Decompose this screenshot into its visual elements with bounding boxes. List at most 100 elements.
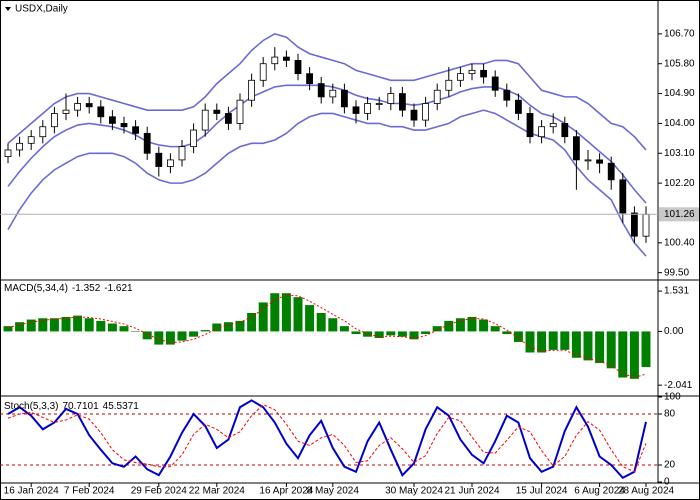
- histogram-bar: [223, 322, 233, 332]
- histogram-bar: [270, 293, 280, 332]
- candle-body: [642, 213, 650, 237]
- candle-body: [538, 126, 545, 138]
- candle-body: [491, 76, 499, 91]
- histogram-bar: [606, 331, 616, 369]
- x-tick-label: 21 Jun 2024: [444, 486, 499, 497]
- candle-body: [631, 212, 638, 237]
- candle-body: [166, 159, 174, 167]
- histogram-bar: [421, 331, 431, 335]
- histogram-bar: [212, 323, 222, 332]
- y-tick-label: 102.20: [664, 178, 695, 189]
- panel-title: Stoch(5,3,3) 70.7101 45.5371: [4, 401, 139, 412]
- y-tick-label: 99.50: [664, 267, 689, 278]
- y-tick-label: -2.041: [664, 380, 693, 391]
- histogram-bar: [305, 305, 315, 332]
- candle-body: [456, 73, 464, 81]
- candle-body: [155, 152, 163, 167]
- candle-body: [213, 109, 221, 114]
- candle-body: [143, 132, 151, 154]
- histogram-bar: [629, 331, 639, 379]
- histogram-bar: [84, 318, 94, 332]
- histogram-bar: [339, 326, 349, 332]
- candle-body: [364, 103, 372, 114]
- panel-title-text: MACD(5,34,4): [4, 283, 68, 294]
- histogram-bar: [537, 331, 547, 353]
- candle-body: [607, 162, 615, 181]
- candle-body: [445, 79, 453, 91]
- histogram-bar: [467, 316, 477, 332]
- panel-value: 70.7101: [62, 401, 99, 412]
- histogram-bar: [154, 331, 164, 345]
- histogram-bar: [15, 322, 25, 332]
- panel-title: MACD(5,34,4) -1.352 -1.621: [4, 283, 133, 294]
- histogram-bar: [444, 320, 454, 332]
- candle-body: [248, 79, 256, 101]
- candle-body: [16, 142, 24, 151]
- histogram-bar: [432, 326, 442, 332]
- candle-body: [526, 113, 534, 138]
- histogram-bar: [189, 331, 199, 337]
- histogram-bar: [455, 318, 465, 332]
- y-tick-label: 103.10: [664, 148, 695, 159]
- histogram-bar: [281, 293, 291, 332]
- y-tick-label: 105.80: [664, 58, 695, 69]
- candle-body: [74, 103, 81, 111]
- y-tick-label: 80: [664, 409, 676, 420]
- x-tick-label: 16 Apr 2024: [259, 486, 313, 497]
- candle-body: [352, 106, 360, 114]
- candle-body: [340, 89, 348, 108]
- candle-body: [132, 126, 140, 134]
- candle-body: [584, 159, 592, 162]
- histogram-bar: [548, 331, 558, 350]
- candle-body: [596, 159, 603, 164]
- menu-triangle: [5, 7, 11, 11]
- candle-body: [190, 129, 198, 148]
- histogram-bar: [3, 326, 13, 332]
- panel-value: 45.5371: [103, 401, 140, 412]
- histogram-bar: [177, 331, 187, 341]
- x-tick-label: 7 Feb 2024: [64, 486, 115, 497]
- histogram-bar: [525, 331, 535, 353]
- current-price-label: 101.26: [664, 209, 695, 220]
- histogram-bar: [96, 320, 106, 332]
- candle-body: [433, 89, 441, 104]
- histogram-bar: [316, 312, 326, 332]
- candle-body: [120, 123, 128, 128]
- candle-body: [329, 89, 337, 98]
- candle-body: [306, 73, 314, 85]
- histogram-bar: [107, 323, 117, 332]
- candle-body: [51, 113, 58, 128]
- candle-body: [271, 56, 279, 65]
- y-tick-label: 104.00: [664, 118, 695, 129]
- candle-body: [503, 89, 511, 101]
- candle-body: [294, 59, 302, 75]
- histogram-bar: [397, 331, 407, 337]
- chart-title: USDX,Daily: [15, 4, 68, 15]
- candle-body: [515, 99, 522, 114]
- histogram-bar: [258, 302, 268, 332]
- panel-value: -1.621: [104, 283, 133, 294]
- candle-body: [422, 103, 430, 121]
- histogram-bar: [26, 319, 36, 332]
- x-tick-label: 15 Jul 2024: [516, 486, 568, 497]
- histogram-bar: [560, 331, 570, 350]
- histogram-bar: [571, 331, 581, 358]
- candle-body: [619, 179, 627, 214]
- y-tick-label: 104.90: [664, 88, 695, 99]
- indicator-line: [7, 399, 647, 479]
- histogram-bar: [235, 320, 245, 332]
- y-tick-label: 100.40: [664, 237, 695, 248]
- candle-body: [236, 99, 244, 124]
- histogram-bar: [247, 312, 257, 332]
- candle-body: [561, 123, 569, 138]
- x-tick-label: 6 Aug 2024: [574, 486, 625, 497]
- candle-body: [317, 83, 325, 98]
- histogram-bar: [479, 319, 489, 332]
- histogram-bar: [293, 297, 303, 332]
- histogram-bar: [363, 331, 373, 337]
- candle-body: [259, 63, 267, 81]
- candle-body: [62, 109, 70, 114]
- y-tick-label: 1.531: [664, 286, 689, 297]
